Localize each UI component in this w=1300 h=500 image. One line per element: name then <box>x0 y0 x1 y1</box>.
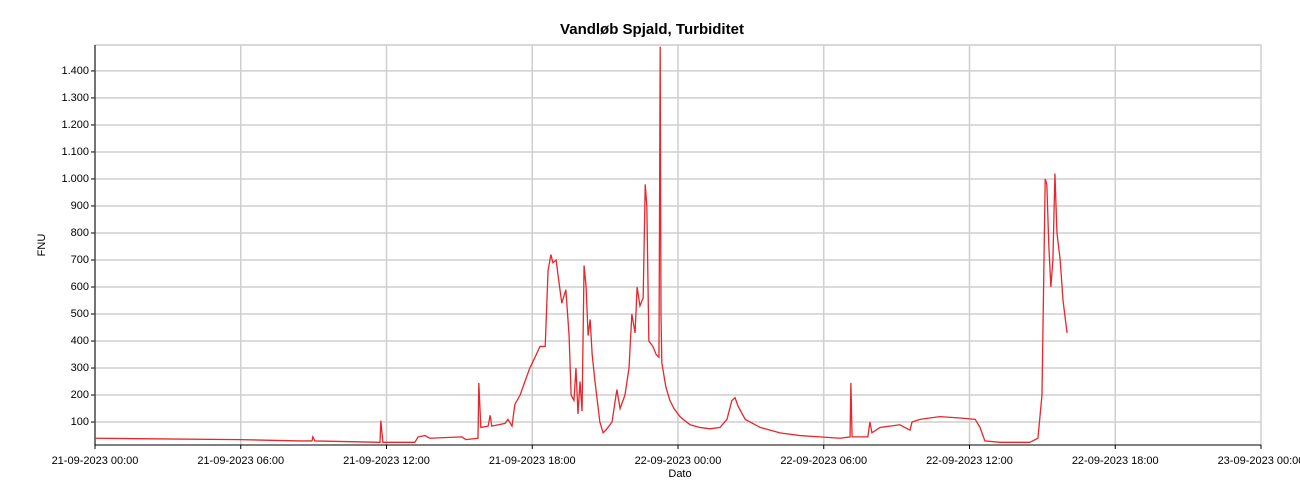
x-axis-label: Dato <box>668 468 691 480</box>
y-tick-label: 1.300 <box>61 92 89 104</box>
y-tick-label: 1.200 <box>61 119 89 131</box>
y-tick-label: 300 <box>71 362 89 374</box>
x-tick-label: 21-09-2023 00:00 <box>52 455 139 467</box>
chart-title: Vandløb Spjald, Turbiditet <box>560 21 744 38</box>
y-tick-label: 800 <box>71 227 89 239</box>
y-tick-label: 100 <box>71 416 89 428</box>
x-tick-label: 21-09-2023 12:00 <box>343 455 430 467</box>
x-tick-label: 23-09-2023 00:00 <box>1218 455 1300 467</box>
x-tick-label: 22-09-2023 06:00 <box>780 455 867 467</box>
x-tick-label: 21-09-2023 18:00 <box>489 455 576 467</box>
plot-area: 100 200 300 400 500 600 700 800 900 1.000 1.100 1.2… <box>52 44 1300 467</box>
y-tick-label: 400 <box>71 335 89 347</box>
y-tick-label: 900 <box>71 200 89 212</box>
x-tick-label: 21-09-2023 06:00 <box>197 455 284 467</box>
y-axis-label: FNU <box>36 234 48 257</box>
data-line <box>95 46 1068 443</box>
y-tick-label: 200 <box>71 389 89 401</box>
y-tick-label: 500 <box>71 308 89 320</box>
y-tick-label: 1.100 <box>61 146 89 158</box>
y-tick-label: 1.400 <box>61 65 89 77</box>
y-tick-label: 1.000 <box>61 173 89 185</box>
y-tick-label: 700 <box>71 254 89 266</box>
x-tick-label: 22-09-2023 12:00 <box>926 455 1013 467</box>
y-tick-label: 600 <box>71 281 89 293</box>
x-tick-label: 22-09-2023 18:00 <box>1072 455 1159 467</box>
x-tick-label: 22-09-2023 00:00 <box>635 455 722 467</box>
